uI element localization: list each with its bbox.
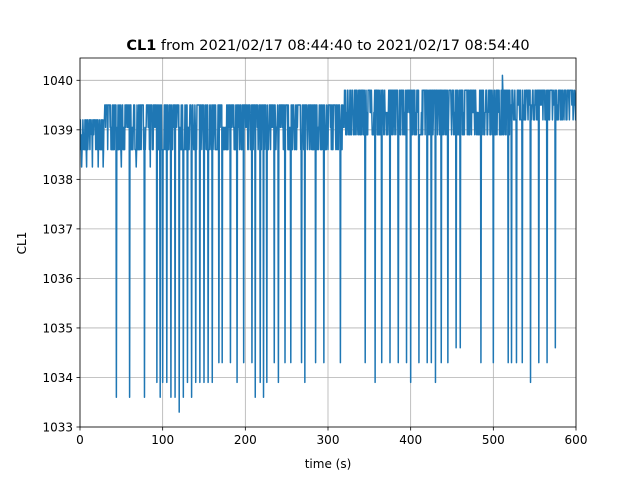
y-tick-label: 1034 [42, 371, 73, 385]
y-tick-label: 1036 [42, 272, 73, 286]
plot-area: 0 100 200 300 400 500 600 1033 1034 1035 1036 1037 1… [42, 57, 588, 447]
x-axis-label: time (s) [305, 457, 352, 471]
y-tick-label: 1037 [42, 222, 73, 236]
x-tick-label: 400 [399, 433, 422, 447]
y-tick-label: 1040 [42, 74, 73, 88]
y-axis-label: CL1 [15, 232, 29, 255]
x-tick-label: 0 [76, 433, 84, 447]
series-line-0 [80, 74, 576, 413]
chart-title-variable: CL1 [126, 38, 156, 54]
y-tick-label: 1035 [42, 321, 73, 335]
chart-title-range: from 2021/02/17 08:44:40 to 2021/02/17 0… [156, 38, 529, 54]
y-tick-label: 1039 [42, 123, 73, 137]
x-tick-label: 500 [482, 433, 505, 447]
y-tick-label: 1038 [42, 173, 73, 187]
x-tick-label: 600 [565, 433, 588, 447]
y-tick-label: 1033 [42, 421, 73, 435]
x-tick-label: 200 [234, 433, 257, 447]
x-tick-label: 300 [317, 433, 340, 447]
chart-title: CL1 from 2021/02/17 08:44:40 to 2021/02/… [126, 38, 529, 54]
x-tick-label: 100 [151, 433, 174, 447]
